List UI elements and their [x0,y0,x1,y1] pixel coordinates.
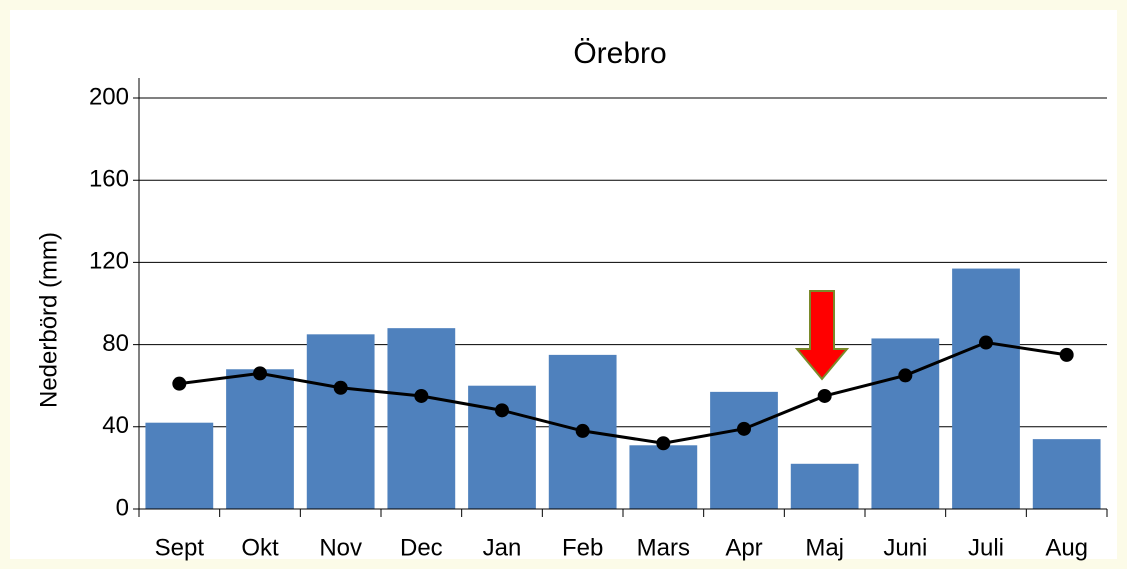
x-tick-label: Jan [483,534,522,561]
y-tick-label: 0 [116,494,129,521]
y-tick-label: 40 [102,412,129,439]
line-marker [979,335,993,350]
x-tick-label: Dec [400,534,443,561]
x-tick-label: Maj [805,534,844,561]
line-marker [414,388,429,403]
line-marker [575,423,590,438]
line-marker [817,388,832,403]
arrow-annotation [794,290,850,381]
y-tick-label: 120 [89,248,129,275]
line-marker [898,368,913,383]
line-marker [253,366,267,381]
line-marker [656,436,671,451]
x-tick-label: Apr [725,534,762,561]
chart-title: Örebro [573,37,666,70]
y-tick-label: 200 [89,83,129,110]
line-marker [172,376,187,391]
bar [790,463,859,509]
bar [226,369,294,509]
y-tick-label: 80 [102,330,129,357]
x-tick-label: Mars [637,534,690,561]
bar [145,422,214,509]
line-marker [333,380,348,395]
x-tick-label: Juli [968,534,1004,561]
bar [952,268,1020,509]
x-tick-label: Juni [883,534,927,561]
bar [387,328,456,509]
x-tick-label: Aug [1045,534,1088,561]
line [179,340,1067,445]
y-tick-label: 160 [89,166,129,193]
line-marker [1059,347,1074,362]
x-tick-label: Nov [319,534,362,561]
x-tick-label: Okt [241,534,279,561]
bar [629,445,698,509]
x-tick-label: Feb [562,534,603,561]
bar [1032,439,1101,509]
line-marker [737,421,751,436]
line-marker [495,403,509,418]
y-axis-label: Nederbörd (mm) [35,232,62,408]
bar [871,338,940,509]
x-tick-label: Sept [155,534,205,561]
bar [306,334,375,509]
bar [710,391,778,509]
